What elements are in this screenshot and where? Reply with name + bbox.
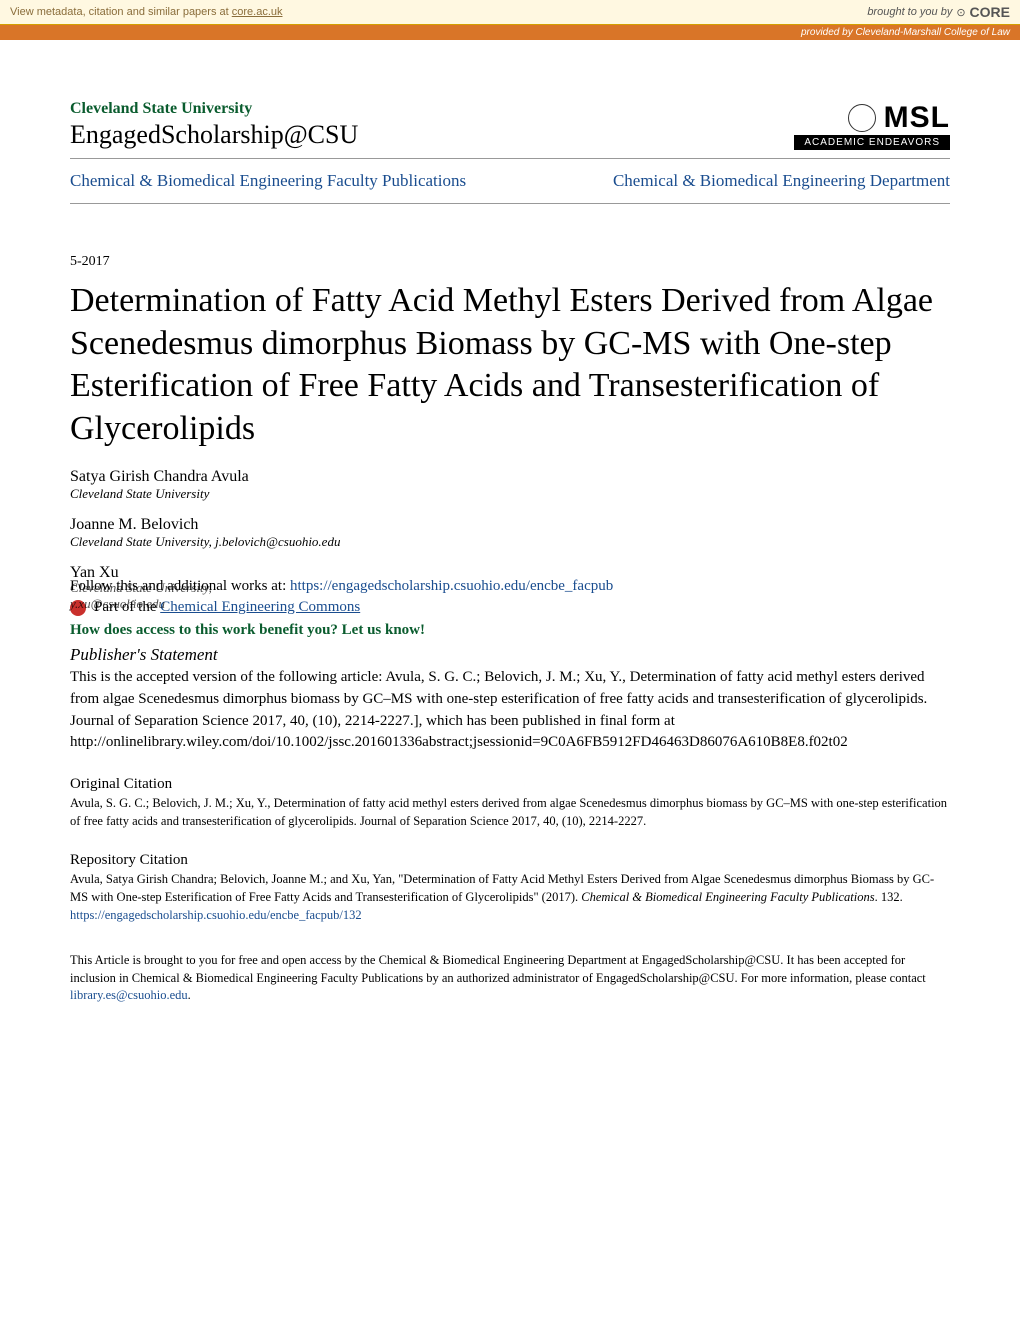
paper-title: Determination of Fatty Acid Methyl Ester… (70, 280, 950, 450)
footer-text: This Article is brought to you for free … (70, 952, 950, 1005)
repository-citation-label: Repository Citation (70, 852, 950, 869)
benefit-link[interactable]: How does access to this work benefit you… (70, 622, 950, 639)
author-name: Joanne M. Belovich (70, 516, 950, 534)
publisher-statement-label: Publisher's Statement (70, 645, 950, 665)
repository-citation-body: Avula, Satya Girish Chandra; Belovich, J… (70, 871, 950, 906)
metadata-banner: View metadata, citation and similar pape… (0, 0, 1020, 25)
author-1: Satya Girish Chandra Avula Cleveland Sta… (70, 468, 950, 502)
university-block: Cleveland State University EngagedSchola… (70, 100, 358, 150)
msl-seal-icon (848, 104, 876, 132)
department-row: Chemical & Biomedical Engineering Facult… (70, 165, 950, 197)
footer-post: . (188, 988, 191, 1002)
original-citation-label: Original Citation (70, 776, 950, 793)
metadata-prefix: View metadata, citation and similar pape… (10, 6, 232, 18)
original-citation-body: Avula, S. G. C.; Belovich, J. M.; Xu, Y.… (70, 795, 950, 830)
msl-badge: MSL ACADEMIC ENDEAVORS (794, 103, 950, 150)
department-link[interactable]: Chemical & Biomedical Engineering Depart… (613, 171, 950, 191)
divider (70, 203, 950, 204)
header-row: Cleveland State University EngagedSchola… (70, 100, 950, 150)
university-label: Cleveland State University (70, 100, 358, 118)
metadata-text: View metadata, citation and similar pape… (10, 6, 283, 18)
publication-date: 5-2017 (70, 254, 950, 270)
author-affiliation: Cleveland State University, j.belovich@c… (70, 534, 950, 550)
brought-by: brought to you by ⊙ CORE (867, 4, 1010, 20)
footer-body: This Article is brought to you for free … (70, 953, 926, 985)
author-name: Satya Girish Chandra Avula (70, 468, 950, 486)
provider-strip: provided by Cleveland-Marshall College o… (0, 25, 1020, 40)
additional-works-link[interactable]: https://engagedscholarship.csuohio.edu/e… (290, 578, 613, 594)
core-logo: CORE (970, 4, 1010, 20)
msl-subtitle: ACADEMIC ENDEAVORS (794, 135, 950, 150)
follow-works-line: Follow this and additional works at: Cle… (70, 578, 950, 595)
follow-prefix: Follow this and additional works at: (70, 578, 290, 594)
core-link[interactable]: core.ac.uk (232, 6, 283, 18)
repo-citation-post: . 132. (875, 890, 903, 904)
author-2: Joanne M. Belovich Cleveland State Unive… (70, 516, 950, 550)
divider (70, 158, 950, 159)
brought-by-text: brought to you by (867, 6, 952, 18)
repo-citation-series: Chemical & Biomedical Engineering Facult… (581, 890, 874, 904)
contact-email-link[interactable]: library.es@csuohio.edu (70, 988, 188, 1002)
page-content: Cleveland State University EngagedSchola… (0, 40, 1020, 1035)
author-affiliation: Cleveland State University (70, 486, 950, 502)
repository-name[interactable]: EngagedScholarship@CSU (70, 120, 358, 150)
repository-citation-link[interactable]: https://engagedscholarship.csuohio.edu/e… (70, 908, 362, 922)
faculty-publications-link[interactable]: Chemical & Biomedical Engineering Facult… (70, 171, 466, 191)
core-icon: ⊙ (956, 6, 965, 19)
provider-text: provided by Cleveland-Marshall College o… (801, 27, 1010, 38)
publisher-statement-body: This is the accepted version of the foll… (70, 667, 950, 754)
msl-text: MSL (884, 103, 950, 133)
